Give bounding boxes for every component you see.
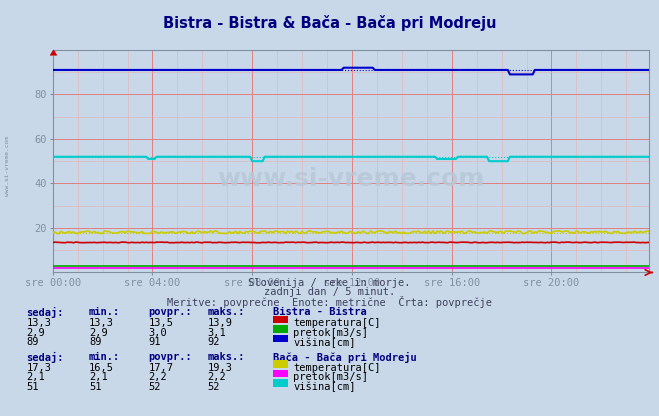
Text: maks.:: maks.: bbox=[208, 307, 245, 317]
Text: 13,5: 13,5 bbox=[148, 318, 173, 328]
Text: 13,9: 13,9 bbox=[208, 318, 233, 328]
Text: 92: 92 bbox=[208, 337, 220, 347]
Text: temperatura[C]: temperatura[C] bbox=[293, 318, 381, 328]
Text: višina[cm]: višina[cm] bbox=[293, 337, 356, 348]
Text: 13,3: 13,3 bbox=[89, 318, 114, 328]
Text: 17,7: 17,7 bbox=[148, 363, 173, 373]
Text: 3,0: 3,0 bbox=[148, 328, 167, 338]
Text: Bistra - Bistra: Bistra - Bistra bbox=[273, 307, 367, 317]
Text: 2,2: 2,2 bbox=[148, 372, 167, 382]
Text: 2,1: 2,1 bbox=[89, 372, 107, 382]
Text: 2,9: 2,9 bbox=[26, 328, 45, 338]
Text: Bača - Bača pri Modreju: Bača - Bača pri Modreju bbox=[273, 352, 417, 363]
Text: povpr.:: povpr.: bbox=[148, 352, 192, 362]
Text: 3,1: 3,1 bbox=[208, 328, 226, 338]
Text: Bistra - Bistra & Bača - Bača pri Modreju: Bistra - Bistra & Bača - Bača pri Modrej… bbox=[163, 15, 496, 30]
Text: 51: 51 bbox=[26, 382, 39, 392]
Text: 89: 89 bbox=[89, 337, 101, 347]
Text: 51: 51 bbox=[89, 382, 101, 392]
Text: min.:: min.: bbox=[89, 307, 120, 317]
Text: 89: 89 bbox=[26, 337, 39, 347]
Text: zadnji dan / 5 minut.: zadnji dan / 5 minut. bbox=[264, 287, 395, 297]
Text: 13,3: 13,3 bbox=[26, 318, 51, 328]
Text: 17,3: 17,3 bbox=[26, 363, 51, 373]
Text: višina[cm]: višina[cm] bbox=[293, 382, 356, 392]
Text: pretok[m3/s]: pretok[m3/s] bbox=[293, 328, 368, 338]
Text: www.si-vreme.com: www.si-vreme.com bbox=[5, 136, 11, 196]
Text: sedaj:: sedaj: bbox=[26, 307, 64, 318]
Text: 91: 91 bbox=[148, 337, 161, 347]
Text: sedaj:: sedaj: bbox=[26, 352, 64, 363]
Text: 16,5: 16,5 bbox=[89, 363, 114, 373]
Text: maks.:: maks.: bbox=[208, 352, 245, 362]
Text: min.:: min.: bbox=[89, 352, 120, 362]
Text: temperatura[C]: temperatura[C] bbox=[293, 363, 381, 373]
Text: 2,9: 2,9 bbox=[89, 328, 107, 338]
Text: www.si-vreme.com: www.si-vreme.com bbox=[217, 167, 484, 191]
Text: 52: 52 bbox=[148, 382, 161, 392]
Text: 2,2: 2,2 bbox=[208, 372, 226, 382]
Text: povpr.:: povpr.: bbox=[148, 307, 192, 317]
Text: pretok[m3/s]: pretok[m3/s] bbox=[293, 372, 368, 382]
Text: Meritve: povprečne  Enote: metrične  Črta: povprečje: Meritve: povprečne Enote: metrične Črta:… bbox=[167, 296, 492, 308]
Text: 52: 52 bbox=[208, 382, 220, 392]
Text: 19,3: 19,3 bbox=[208, 363, 233, 373]
Text: Slovenija / reke in morje.: Slovenija / reke in morje. bbox=[248, 278, 411, 288]
Text: 2,1: 2,1 bbox=[26, 372, 45, 382]
